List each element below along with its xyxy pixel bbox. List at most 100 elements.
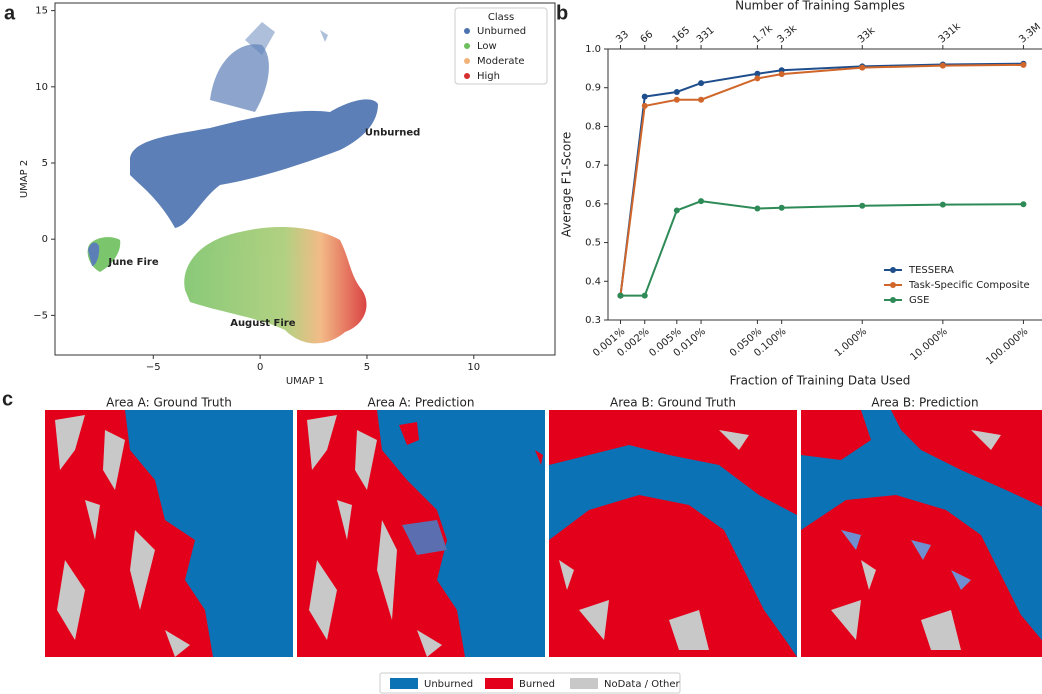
point — [673, 96, 680, 103]
legend-label: Burned — [519, 679, 555, 690]
point-clouds — [87, 22, 378, 344]
map — [549, 410, 797, 657]
point — [641, 102, 648, 109]
point — [939, 62, 946, 69]
panel-label: b — [556, 2, 568, 24]
panel-label: a — [4, 2, 16, 24]
legend-marker — [890, 297, 896, 303]
legend-title: Class — [488, 12, 514, 23]
top-tick-label: 1.7k — [751, 23, 775, 46]
map — [801, 410, 1042, 657]
y-axis-title: UMAP 2 — [19, 160, 30, 198]
top-tick-label: 66 — [639, 29, 656, 46]
top-tick-label: 165 — [671, 25, 693, 46]
point — [698, 80, 705, 87]
legend-label: Low — [477, 41, 497, 52]
annotation: June Fire — [107, 257, 158, 268]
x-tick-label: 1.000% — [833, 326, 869, 359]
point — [859, 64, 866, 71]
map-legend-box — [379, 672, 681, 694]
map-title: Area A: Prediction — [368, 396, 475, 410]
top-tick-label: 3.3M — [1017, 21, 1042, 45]
point — [698, 198, 705, 205]
annotation: Unburned — [365, 128, 421, 139]
plot-frame — [54, 2, 556, 356]
legend-box — [454, 7, 548, 85]
august-cloud — [184, 226, 367, 344]
y-tick-label: 0.9 — [585, 83, 601, 94]
point — [939, 201, 946, 208]
point — [1020, 201, 1027, 208]
point — [641, 93, 648, 100]
x-tick-label: 10.000% — [909, 326, 950, 363]
map-title: Area A: Ground Truth — [106, 396, 232, 410]
legend-label: Unburned — [477, 26, 526, 37]
annotation: August Fire — [230, 318, 296, 329]
legend-swatch — [485, 678, 513, 689]
legend-label: Task-Specific Composite — [908, 280, 1030, 291]
chart-title: Number of Training Samples — [735, 0, 905, 13]
y-tick-label: 0 — [42, 234, 48, 245]
legend-label: GSE — [909, 295, 929, 306]
y-tick-label: 5 — [42, 158, 48, 169]
point — [617, 292, 624, 299]
y-tick-label: 10 — [35, 82, 48, 93]
x-tick-label: 0 — [257, 362, 263, 373]
map-title: Area B: Prediction — [871, 396, 978, 410]
top-tick-label: 3.3k — [775, 23, 799, 46]
unburned-cloud — [130, 99, 378, 229]
map — [297, 410, 545, 657]
series-line — [619, 63, 1024, 296]
top-tick-label: 33 — [614, 29, 631, 46]
y-tick-label: 0.4 — [585, 276, 601, 287]
x-tick-label: 10 — [467, 362, 480, 373]
y-tick-label: 0.5 — [585, 238, 601, 249]
y-tick-label: 15 — [35, 6, 48, 17]
map — [45, 410, 293, 657]
unburned-cloud — [245, 22, 328, 55]
unburned-cloud — [210, 44, 269, 113]
legend-label: TESSERA — [908, 265, 954, 276]
legend-label: Moderate — [477, 56, 525, 67]
point — [698, 96, 705, 103]
y-axis-title: Average F1-Score — [560, 132, 574, 238]
x-tick-label: 100.000% — [984, 326, 1030, 367]
point — [754, 70, 761, 77]
point — [673, 207, 680, 214]
legend-label: NoData / Other — [604, 679, 680, 690]
x-axis-title: UMAP 1 — [286, 376, 324, 387]
legend-marker — [464, 73, 470, 79]
y-tick-label: 0.8 — [585, 121, 601, 132]
map-title: Area B: Ground Truth — [610, 396, 736, 410]
panel-label: c — [2, 388, 13, 410]
point — [859, 202, 866, 209]
x-axis-title: Fraction of Training Data Used — [730, 374, 911, 388]
point — [641, 292, 648, 299]
legend-label: High — [477, 71, 500, 82]
point — [778, 71, 785, 78]
y-tick-label: 1.0 — [585, 44, 601, 55]
june-cloud — [88, 242, 100, 266]
top-tick-label: 331k — [937, 21, 963, 46]
x-tick-label: −5 — [146, 362, 161, 373]
y-tick-label: 0.3 — [585, 315, 601, 326]
legend-marker — [464, 43, 470, 49]
legend-marker — [890, 267, 896, 273]
point — [1020, 61, 1027, 68]
y-tick-label: 0.7 — [585, 160, 601, 171]
series-line — [619, 62, 1024, 296]
legend-marker — [464, 28, 470, 34]
legend-marker — [464, 58, 470, 64]
legend-label: Unburned — [424, 679, 473, 690]
legend-marker — [890, 282, 896, 288]
legend-swatch — [390, 678, 418, 689]
point — [754, 75, 761, 82]
point — [673, 88, 680, 95]
point — [778, 204, 785, 211]
y-tick-label: 0.6 — [585, 199, 601, 210]
top-tick-label: 33k — [856, 25, 877, 45]
x-tick-label: 5 — [364, 362, 370, 373]
y-tick-label: −5 — [33, 310, 48, 321]
legend-swatch — [570, 678, 598, 689]
